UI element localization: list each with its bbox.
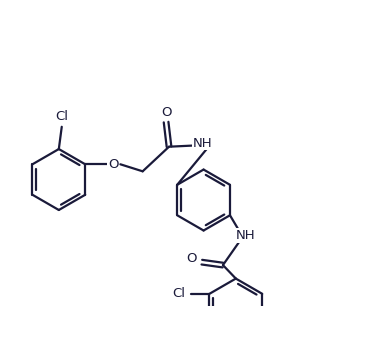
Text: O: O: [186, 252, 196, 265]
Text: NH: NH: [235, 229, 255, 242]
Text: NH: NH: [193, 137, 213, 150]
Text: Cl: Cl: [55, 110, 68, 123]
Text: Cl: Cl: [173, 287, 186, 300]
Text: O: O: [108, 158, 119, 171]
Text: O: O: [161, 106, 171, 119]
